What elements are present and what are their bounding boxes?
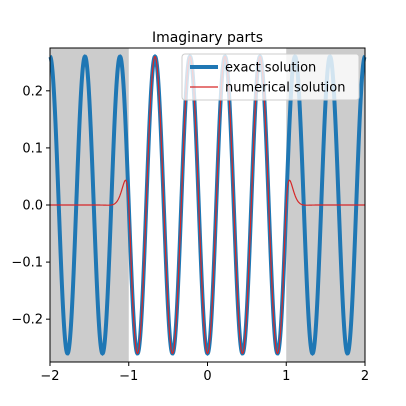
y-tick-label: −0.2 bbox=[11, 313, 43, 328]
y-tick-label: 0.0 bbox=[22, 199, 43, 214]
y-tick-label: 0.2 bbox=[22, 84, 43, 99]
chart-title: Imaginary parts bbox=[152, 30, 263, 46]
legend-label: numerical solution bbox=[225, 81, 345, 96]
legend-label: exact solution bbox=[225, 61, 316, 76]
x-tick-label: −2 bbox=[40, 369, 59, 384]
x-tick-label: 2 bbox=[361, 369, 369, 384]
x-tick-label: 1 bbox=[282, 369, 290, 384]
y-tick-label: 0.1 bbox=[22, 141, 43, 156]
y-tick-label: −0.1 bbox=[11, 256, 43, 271]
x-tick-label: −1 bbox=[119, 369, 138, 384]
legend: exact solution numerical solution bbox=[182, 54, 359, 100]
x-tick-label: 0 bbox=[203, 369, 211, 384]
